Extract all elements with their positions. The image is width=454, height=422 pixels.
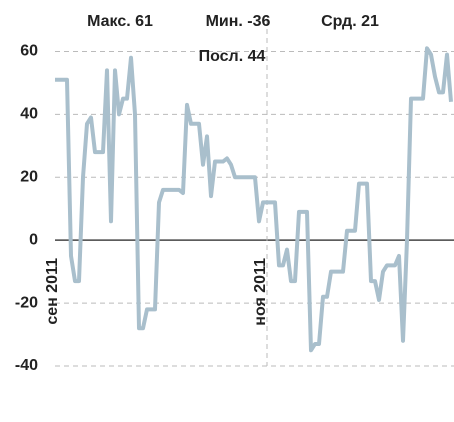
x-tick-label: ноя 2011 [252, 258, 269, 326]
annotation: Срд. 21 [321, 13, 379, 30]
x-tick-label: сен 2011 [44, 258, 61, 325]
line [55, 46, 453, 353]
y-tick-label: 0 [29, 231, 38, 248]
annotation: Макс. 61 [87, 13, 153, 30]
y-tick-label: 60 [20, 43, 38, 60]
y-tick-label: 20 [20, 168, 38, 185]
y-tick-label: -40 [15, 357, 38, 374]
y-tick-label: 40 [20, 106, 38, 123]
y-tick-label: -20 [15, 294, 38, 311]
annotation: Посл. 44 [199, 48, 266, 65]
annotation: Мин. -36 [206, 13, 271, 30]
